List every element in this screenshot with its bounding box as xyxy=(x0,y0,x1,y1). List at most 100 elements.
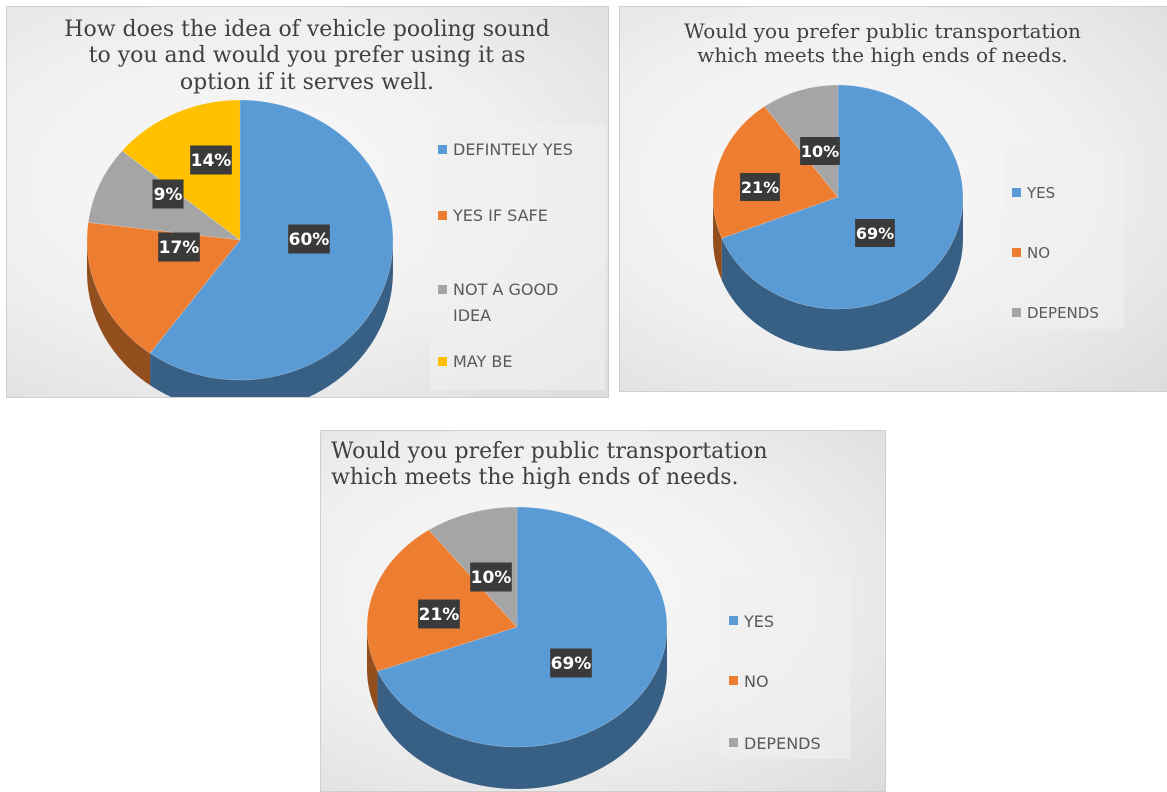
data-label-text: 17% xyxy=(159,238,200,258)
data-label-box xyxy=(190,145,232,175)
pie-slice-side xyxy=(367,627,378,714)
chart-title-line: option if it serves well. xyxy=(179,69,435,95)
legend-swatch xyxy=(729,738,738,747)
data-label: 10% xyxy=(800,137,840,165)
data-labels: 60% 17% 9% 14% xyxy=(152,145,330,262)
data-label-text: 69% xyxy=(856,224,894,243)
chart-title: How does the idea of vehicle pooling sou… xyxy=(7,17,607,96)
pie-slice-side xyxy=(150,240,393,397)
pie-side xyxy=(713,197,963,352)
data-label-text: 60% xyxy=(289,230,330,250)
legend-label: DEPENDS xyxy=(744,734,821,753)
legend-swatch xyxy=(1012,308,1021,317)
legend-item: DEPENDS xyxy=(729,731,821,757)
data-label-box xyxy=(740,173,780,201)
data-label-box xyxy=(550,648,592,678)
data-label-box xyxy=(158,232,200,262)
data-label-text: 10% xyxy=(471,568,512,588)
pie-plot: 69% 21% 10% xyxy=(712,84,964,352)
pie-slice xyxy=(149,99,394,381)
pie-chart-public-transport: Would you prefer public transportation w… xyxy=(619,6,1167,392)
data-label-box xyxy=(418,599,460,629)
chart-title-line: Would you prefer public transportation xyxy=(684,19,1081,43)
chart-title-line: which meets the high ends of needs. xyxy=(331,465,739,491)
data-label-text: 21% xyxy=(741,178,779,197)
legend-swatch xyxy=(729,616,738,625)
data-label: 69% xyxy=(855,219,895,247)
data-label: 10% xyxy=(470,562,512,592)
data-label-box xyxy=(855,219,895,247)
legend-item: DEPENDS xyxy=(1012,301,1099,325)
data-label: 9% xyxy=(152,179,184,209)
legend-swatch xyxy=(438,285,447,294)
chart-title-line: How does the idea of vehicle pooling sou… xyxy=(64,17,550,42)
legend-item: NO xyxy=(1012,241,1050,265)
pie-slice xyxy=(377,506,668,748)
chart-title-line: to you and would you prefer using it as xyxy=(88,43,526,69)
pie-top xyxy=(366,506,668,748)
chart-title-line: which meets the high ends of needs. xyxy=(697,43,1068,67)
data-label-text: 10% xyxy=(801,142,839,161)
data-label: 21% xyxy=(740,173,780,201)
pie-slice xyxy=(721,84,964,310)
data-label-text: 14% xyxy=(191,151,232,171)
data-label-text: 69% xyxy=(551,654,592,674)
legend-swatch xyxy=(729,676,738,685)
pie-chart-vehicle-pooling: How does the idea of vehicle pooling sou… xyxy=(6,6,609,398)
legend-swatch xyxy=(1012,188,1021,197)
data-label: 60% xyxy=(288,224,330,254)
legend-item: YES IF SAFE xyxy=(438,203,593,229)
chart-legend: YES NO DEPENDS xyxy=(721,579,851,759)
data-label: 17% xyxy=(158,232,200,262)
data-label-text: 9% xyxy=(154,185,183,205)
legend-item: MAY BE xyxy=(438,349,593,375)
data-label-box xyxy=(288,224,330,254)
pie-top xyxy=(86,99,394,381)
data-labels: 69% 21% 10% xyxy=(740,137,895,247)
pie-plot: 60% 17% 9% 14% xyxy=(86,99,394,397)
pie-chart-public-transport-copy: Would you prefer public transportation w… xyxy=(320,430,886,792)
legend-label: DEFINTELY YES xyxy=(453,140,573,159)
legend-swatch xyxy=(438,145,447,154)
pie-plot: 69% 21% 10% xyxy=(366,506,668,789)
legend-item: NOT A GOOD IDEA xyxy=(438,277,593,328)
legend-swatch xyxy=(438,357,447,366)
pie-slice xyxy=(121,99,241,241)
pie-side xyxy=(87,240,393,397)
legend-item: YES xyxy=(729,609,774,635)
pie-slice xyxy=(712,105,839,239)
legend-item: DEFINTELY YES xyxy=(438,137,593,163)
legend-label: NO xyxy=(1027,244,1051,262)
pie-slice-side xyxy=(87,240,151,386)
legend-item: NO xyxy=(729,669,769,695)
pie-top xyxy=(712,84,964,310)
legend-label: YES xyxy=(744,612,775,631)
data-label-box xyxy=(800,137,840,165)
legend-swatch xyxy=(1012,248,1021,257)
data-label: 21% xyxy=(418,599,460,629)
chart-legend: DEFINTELY YES YES IF SAFE NOT A GOOD IDEA M… xyxy=(430,125,605,390)
chart-title-line: Would you prefer public transportation xyxy=(331,439,768,464)
data-label: 14% xyxy=(190,145,232,175)
pie-slice-side xyxy=(377,627,667,789)
pie-slice-side xyxy=(713,197,722,281)
pie-slice xyxy=(86,222,241,354)
pie-slice-side xyxy=(721,197,963,352)
legend-label: NO xyxy=(744,672,769,691)
data-label-box xyxy=(152,179,184,209)
legend-label: DEPENDS xyxy=(1027,304,1099,322)
data-label-box xyxy=(470,562,512,592)
data-label: 69% xyxy=(550,648,592,678)
legend-label: MAY BE xyxy=(453,352,513,371)
data-labels: 69% 21% 10% xyxy=(418,562,592,678)
chart-title: Would you prefer public transportation w… xyxy=(331,439,811,492)
legend-label: YES IF SAFE xyxy=(453,206,548,225)
legend-item: YES xyxy=(1012,181,1055,205)
chart-legend: YES NO DEPENDS xyxy=(1004,149,1124,329)
legend-label: YES xyxy=(1027,184,1056,202)
legend-swatch xyxy=(438,211,447,220)
data-label-text: 21% xyxy=(419,605,460,625)
pie-side xyxy=(367,627,667,789)
legend-label: NOT A GOOD IDEA xyxy=(453,280,559,325)
chart-title: Would you prefer public transportation w… xyxy=(620,19,1145,67)
